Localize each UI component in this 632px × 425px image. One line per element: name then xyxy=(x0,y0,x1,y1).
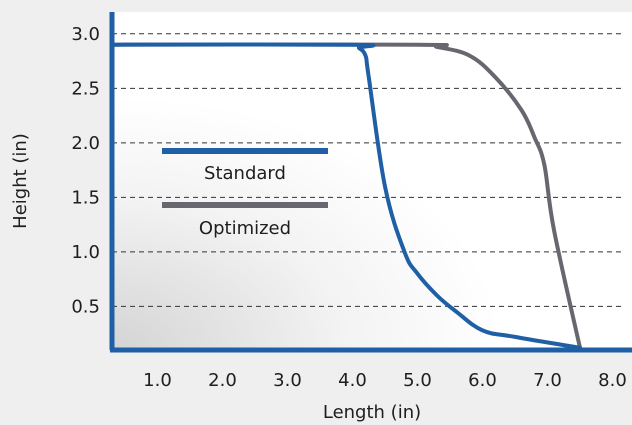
x-tick-label: 8.0 xyxy=(598,370,627,391)
legend-label-standard: Standard xyxy=(204,163,286,184)
y-tick-label: 0.5 xyxy=(71,296,100,317)
legend-label-optimized: Optimized xyxy=(199,218,291,239)
y-tick-label: 2.5 xyxy=(71,78,100,99)
y-tick-label: 1.5 xyxy=(71,187,100,208)
x-tick-label: 7.0 xyxy=(533,370,562,391)
y-tick-label: 2.0 xyxy=(71,133,100,154)
series-line-standard xyxy=(110,42,582,350)
x-axis-title: Length (in) xyxy=(323,402,421,423)
y-axis-title: Height (in) xyxy=(10,133,31,229)
y-tick-label: 1.0 xyxy=(71,242,100,263)
x-tick-label: 1.0 xyxy=(143,370,172,391)
legend: Standard Optimized xyxy=(162,148,328,239)
gridlines xyxy=(112,33,622,307)
x-tick-labels: 1.0 2.0 3.0 4.0 5.0 6.0 7.0 8.0 xyxy=(143,370,627,391)
y-tick-labels: 0.5 1.0 1.5 2.0 2.5 3.0 xyxy=(71,24,100,318)
x-tick-label: 2.0 xyxy=(208,370,237,391)
series-line-optimized xyxy=(110,42,582,350)
x-tick-label: 4.0 xyxy=(338,370,367,391)
series-layer xyxy=(110,42,582,350)
plot-area xyxy=(112,12,632,350)
x-tick-label: 3.0 xyxy=(273,370,302,391)
x-tick-label: 6.0 xyxy=(468,370,497,391)
y-tick-label: 3.0 xyxy=(71,24,100,45)
x-tick-label: 5.0 xyxy=(403,370,432,391)
